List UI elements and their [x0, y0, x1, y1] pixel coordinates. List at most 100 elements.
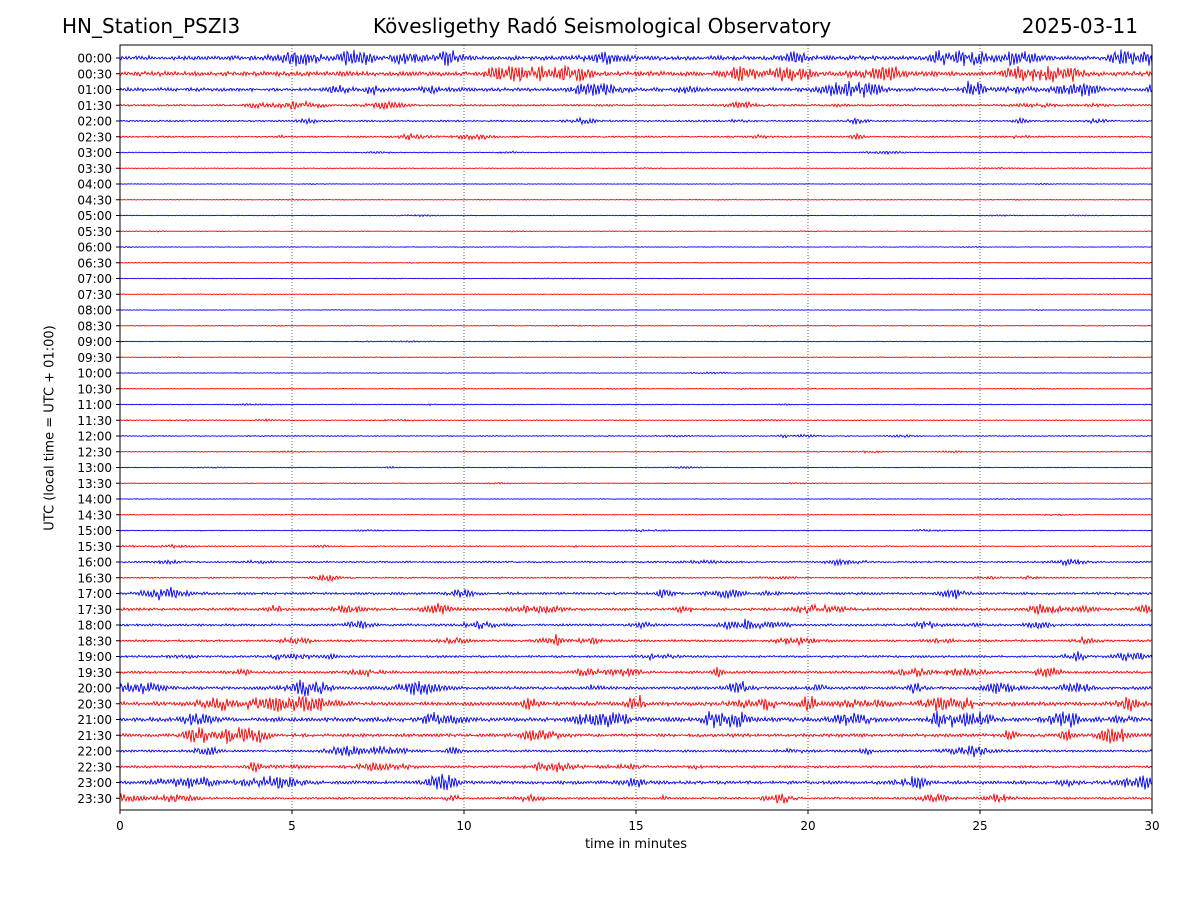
y-tick-label: 15:30 — [77, 540, 112, 554]
seismic-trace-2100 — [119, 710, 1153, 729]
seismic-trace-2200 — [119, 745, 1153, 758]
y-tick-label: 17:00 — [77, 587, 112, 601]
y-axis-label: UTC (local time = UTC + 01:00) — [42, 325, 58, 531]
y-tick-label: 22:30 — [77, 760, 112, 774]
seismic-trace-1300 — [119, 465, 1153, 470]
y-tick-label: 16:30 — [77, 571, 112, 585]
x-tick-label: 0 — [116, 819, 124, 833]
y-tick-label: 12:30 — [77, 445, 112, 459]
seismic-trace-1230 — [119, 450, 1153, 454]
y-tick-label: 20:00 — [77, 682, 112, 696]
seismic-trace-1130 — [119, 418, 1153, 423]
y-tick-label: 01:00 — [77, 83, 112, 97]
chart-title: Kövesligethy Radó Seismological Observat… — [373, 14, 832, 38]
seismic-trace-1330 — [119, 481, 1152, 485]
y-tick-label: 14:30 — [77, 508, 112, 522]
x-tick-label: 25 — [972, 819, 987, 833]
seismic-trace-0930 — [119, 356, 1153, 359]
y-tick-label: 20:30 — [77, 697, 112, 711]
y-tick-label: 07:30 — [77, 288, 112, 302]
seismic-trace-1200 — [119, 433, 1153, 439]
y-tick-label: 15:00 — [77, 524, 112, 538]
y-tick-label: 09:00 — [77, 335, 112, 349]
y-tick-label: 23:30 — [77, 792, 112, 806]
seismic-trace-2030 — [119, 694, 1153, 712]
y-tick-label: 18:30 — [77, 634, 112, 648]
y-tick-label: 17:30 — [77, 603, 112, 617]
y-tick-label: 22:00 — [77, 745, 112, 759]
y-tick-label: 11:30 — [77, 414, 112, 428]
seismic-trace-1030 — [119, 387, 1153, 390]
seismic-trace-1800 — [119, 618, 1153, 631]
y-tick-label: 03:00 — [77, 146, 112, 160]
seismic-trace-1530 — [119, 543, 1153, 550]
y-tick-label: 07:00 — [77, 272, 112, 286]
x-tick-label: 30 — [1144, 819, 1159, 833]
y-tick-label: 10:30 — [77, 382, 112, 396]
y-tick-label: 01:30 — [77, 99, 112, 113]
seismic-trace-1430 — [119, 513, 1153, 517]
y-tick-label: 05:00 — [77, 209, 112, 223]
x-tick-label: 5 — [288, 819, 296, 833]
y-tick-label: 23:00 — [77, 776, 112, 790]
seismic-trace-0700 — [119, 277, 1153, 280]
seismic-trace-1400 — [119, 497, 1153, 501]
seismic-trace-2330 — [119, 792, 1153, 804]
seismic-trace-1630 — [119, 573, 1153, 582]
seismic-trace-0900 — [119, 340, 1153, 343]
x-tick-label: 10 — [456, 819, 471, 833]
y-tick-label: 18:00 — [77, 619, 112, 633]
y-tick-label: 21:00 — [77, 713, 112, 727]
y-tick-label: 03:30 — [77, 162, 112, 176]
y-tick-label: 11:00 — [77, 398, 112, 412]
y-tick-label: 19:30 — [77, 666, 112, 680]
y-tick-label: 08:00 — [77, 304, 112, 318]
y-tick-label: 06:00 — [77, 241, 112, 255]
seismic-trace-0100 — [119, 80, 1153, 98]
x-tick-label: 20 — [800, 819, 815, 833]
x-axis-label: time in minutes — [584, 837, 688, 852]
y-tick-label: 05:30 — [77, 225, 112, 239]
seismic-trace-1100 — [119, 402, 1153, 407]
seismic-trace-1000 — [119, 371, 1153, 375]
seismic-trace-0230 — [119, 132, 1153, 141]
seismic-trace-0200 — [119, 116, 1153, 126]
y-tick-label: 04:00 — [77, 178, 112, 192]
seismic-trace-1930 — [119, 666, 1153, 678]
y-tick-label: 13:00 — [77, 461, 112, 475]
y-tick-label: 14:00 — [77, 493, 112, 507]
seismic-trace-0030 — [119, 65, 1153, 83]
seismic-trace-1600 — [119, 558, 1153, 568]
seismic-trace-2230 — [119, 761, 1153, 773]
seismic-trace-0130 — [119, 99, 1153, 111]
seismic-trace-0430 — [119, 198, 1153, 202]
y-tick-label: 00:00 — [77, 52, 112, 66]
seismic-trace-0000 — [119, 49, 1153, 67]
y-tick-label: 21:30 — [77, 729, 112, 743]
y-tick-label: 12:00 — [77, 430, 112, 444]
y-tick-label: 06:30 — [77, 256, 112, 270]
seismic-trace-1500 — [119, 528, 1153, 533]
y-tick-label: 02:00 — [77, 115, 112, 129]
seismic-trace-2000 — [119, 679, 1153, 697]
seismic-trace-0800 — [119, 309, 1153, 311]
seismic-trace-0400 — [119, 182, 1153, 186]
y-tick-label: 09:30 — [77, 351, 112, 365]
x-tick-label: 15 — [628, 819, 643, 833]
y-tick-label: 13:30 — [77, 477, 112, 491]
seismic-trace-0330 — [119, 166, 1153, 170]
seismic-trace-1830 — [119, 633, 1153, 647]
trace-group — [119, 49, 1153, 804]
y-tick-label: 00:30 — [77, 67, 112, 81]
seismic-trace-0530 — [119, 230, 1153, 233]
seismic-trace-1730 — [119, 602, 1153, 615]
seismic-trace-1700 — [119, 586, 1153, 601]
y-tick-label: 02:30 — [77, 130, 112, 144]
y-tick-label: 10:00 — [77, 367, 112, 381]
y-tick-label: 19:00 — [77, 650, 112, 664]
y-tick-label: 16:00 — [77, 556, 112, 570]
seismic-trace-0830 — [119, 324, 1153, 327]
chart-date: 2025-03-11 — [1021, 14, 1138, 38]
seismic-trace-0500 — [119, 214, 1153, 218]
